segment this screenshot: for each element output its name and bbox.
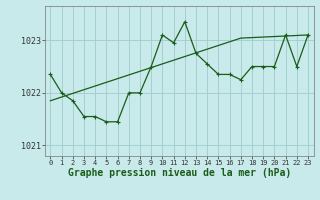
X-axis label: Graphe pression niveau de la mer (hPa): Graphe pression niveau de la mer (hPa): [68, 168, 291, 178]
